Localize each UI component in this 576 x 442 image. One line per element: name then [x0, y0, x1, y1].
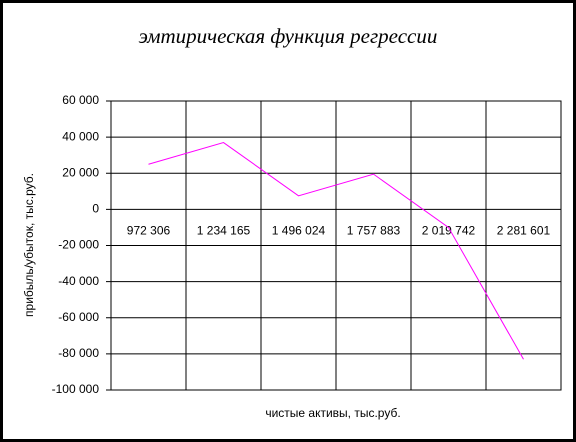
- y-tick-label: -20 000: [58, 238, 99, 252]
- y-tick-label: -40 000: [58, 274, 99, 288]
- y-tick-label: 0: [92, 202, 99, 216]
- series-line: [148, 141, 524, 360]
- x-tick-label: 1 234 165: [197, 224, 251, 238]
- y-tick-label: -80 000: [58, 346, 99, 360]
- chart-title: эмтирическая функция регрессии: [139, 24, 438, 48]
- x-tick-label: 2 019 742: [422, 224, 476, 238]
- x-tick-label: 1 757 883: [347, 224, 401, 238]
- y-axis-label: прибыль/убыток, тыс.руб.: [22, 173, 36, 317]
- y-tick-label: -100 000: [52, 382, 100, 396]
- x-tick-label: 1 496 024: [272, 224, 326, 238]
- y-tick-label: -60 000: [58, 310, 99, 324]
- x-axis-label: чистые активы, тыс.руб.: [265, 406, 400, 420]
- x-tick-label: 2 281 601: [497, 224, 551, 238]
- y-tick-label: 60 000: [62, 93, 99, 107]
- y-tick-label: 40 000: [62, 129, 99, 143]
- x-tick-label: 972 306: [127, 224, 171, 238]
- y-tick-label: 20 000: [62, 165, 99, 179]
